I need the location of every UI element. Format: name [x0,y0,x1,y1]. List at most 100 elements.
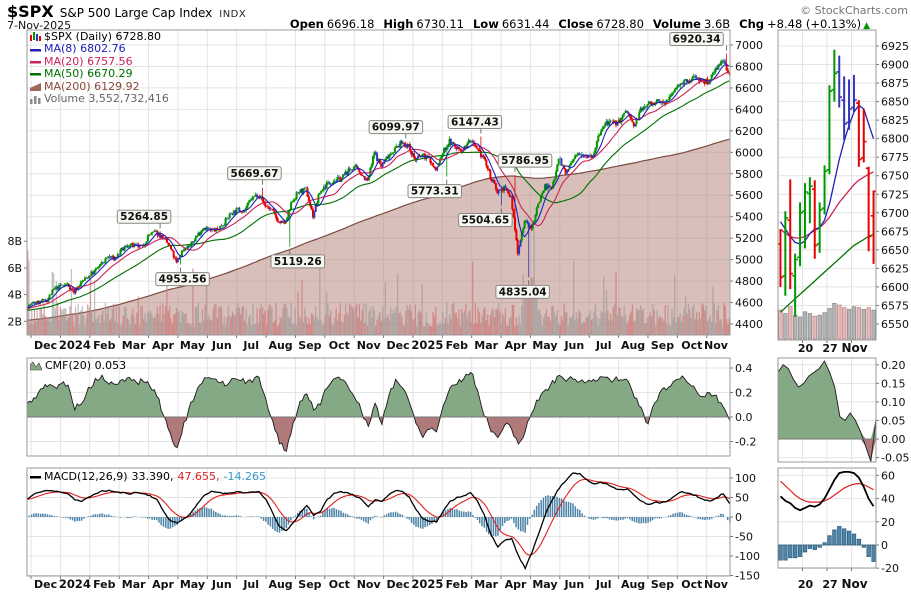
zoom-cmf-area-outline [777,360,877,462]
month-axis-label: Nov [704,578,729,591]
zoom-macd-histogram-bar [817,544,822,548]
macd-legend: MACD(12,26,9) 33.390, 47.655, -14.265 [30,470,266,483]
close-label: Close [558,17,594,31]
cmf-area-neg [27,417,730,452]
zoom-volume-bar [856,307,862,340]
price-annotation: 6147.43 [451,116,499,128]
panel-border [777,467,877,569]
chart-date: 7-Nov-2025 [7,19,72,32]
price-annotation: 5119.26 [274,256,322,268]
candlestick-icon [30,32,41,42]
month-axis-label: Oct [329,339,350,352]
cmf-legend: CMF(20) 0.053 [30,359,126,372]
area-icon [30,361,42,371]
high-value: 6730.11 [416,17,464,31]
month-axis-label: Mar [474,578,498,591]
zoom-macd-histogram-bar [807,544,813,549]
zoom-volume-bar [832,302,837,340]
month-axis-label: Aug [621,578,645,591]
zoom-cmf-axis-label: 0.10 [881,396,906,409]
zoom-price-axis-label: 6625 [881,262,909,275]
price-axis-label: 4600 [735,297,763,310]
panel-border [777,29,877,341]
month-axis-label: Dec [34,339,57,352]
price-axis-label: 6800 [735,60,763,73]
panel-border [777,357,877,463]
index-name: S&P 500 Large Cap Index [59,6,213,20]
zoom-macd-axis-label: -20 [881,562,899,575]
legend-row-macd: MACD(12,26,9) 33.390, 47.655, -14.265 [30,470,266,483]
main-chart-legend: $SPX (Daily) 6728.80 MA(8) 6802.76 MA(20… [30,30,169,105]
price-annotation: 4953.56 [159,274,207,286]
price-annotation: 4835.04 [499,286,547,298]
zoom-volume-bar [827,308,832,340]
month-axis-label: Aug [268,578,292,591]
price-axis-label: 6200 [735,125,763,138]
legend-row-ma200: MA(200) 6129.92 [30,80,169,93]
price-annotation-box [368,120,424,135]
month-axis-label: Jul [242,339,259,352]
panel-border [26,357,731,457]
zoom-price-axis-label: 6875 [881,77,909,90]
month-axis-label: Apr [505,339,527,352]
month-axis-label: May [180,578,205,591]
panel-border [26,467,731,577]
price-annotation-box [270,254,325,269]
zoom-volume-bar [788,306,793,340]
zoom-price-axis-label: 6575 [881,299,909,312]
zoom-macd-histogram-bar [846,530,852,546]
zoom-cmf-area-pos [778,361,876,439]
zoom-volume-bar [842,307,847,340]
month-axis-label: May [532,339,557,352]
price-annotation: 6099.97 [372,122,420,134]
zoom-macd-histogram-bar [842,528,847,546]
price-annotation: 5669.67 [231,168,279,180]
zoom-volume-bar [822,312,827,340]
price-annotation: 6920.34 [673,34,721,46]
month-axis-label: Dec [387,578,410,591]
zoom-x-axis-label: 20 [798,342,814,355]
zoom-macd-histogram-bar [861,544,866,548]
macd-axis-label: -150 [735,570,760,583]
month-axis-label: Nov [357,339,382,352]
price-annotation: 5786.95 [501,155,549,167]
volume-bars-down [27,250,730,335]
ma20-line [27,71,730,309]
zoom-volume-bar [866,307,871,340]
macd-axis-label: 100 [735,472,756,485]
month-axis-label: Oct [329,578,350,591]
legend-row-cmf: CMF(20) 0.053 [30,359,126,372]
zoom-x-axis-label: 27 [822,578,837,591]
price-annotation-box [155,272,210,287]
month-axis-label: Sep [651,339,674,352]
zoom-price-axis-label: 6850 [881,96,909,109]
price-annotation-box [116,209,172,224]
zoom-volume-bar [851,306,857,340]
title-bar: $SPX S&P 500 Large Cap Index INDX [7,2,246,21]
price-axis-label: 6400 [735,103,763,116]
macd-axis-label: 50 [735,492,749,505]
zoom-macd-histogram-bar [797,544,803,557]
zoom-volume-bar [793,314,798,340]
zoom-macd-histogram-bar [871,544,876,562]
zoom-cmf-axis-label: -0.05 [881,452,909,465]
month-axis-label: Nov [704,339,729,352]
price-axis-label: 4400 [735,318,763,331]
zoom-price-axis-label: 6825 [881,114,909,127]
cmf-area-pos [27,372,730,417]
zoom-ma20-line [780,171,874,239]
price-axis-label: 5600 [735,189,763,202]
price-annotation-box [447,114,503,129]
open-value: 6696.18 [326,17,375,31]
legend-volume-label: Volume 3,552,732,416 [44,91,169,105]
zoom-cmf-axis-label: 0.15 [881,377,906,390]
price-axis-label: 5000 [735,254,763,267]
month-axis-label: Oct [681,578,702,591]
signal-value: 47.655, [177,470,220,483]
month-axis-label: Mar [122,578,146,591]
price-annotation-box [495,284,550,299]
month-axis-label: Aug [621,339,645,352]
zoom-cmf-axis-label: 0.05 [881,414,906,427]
